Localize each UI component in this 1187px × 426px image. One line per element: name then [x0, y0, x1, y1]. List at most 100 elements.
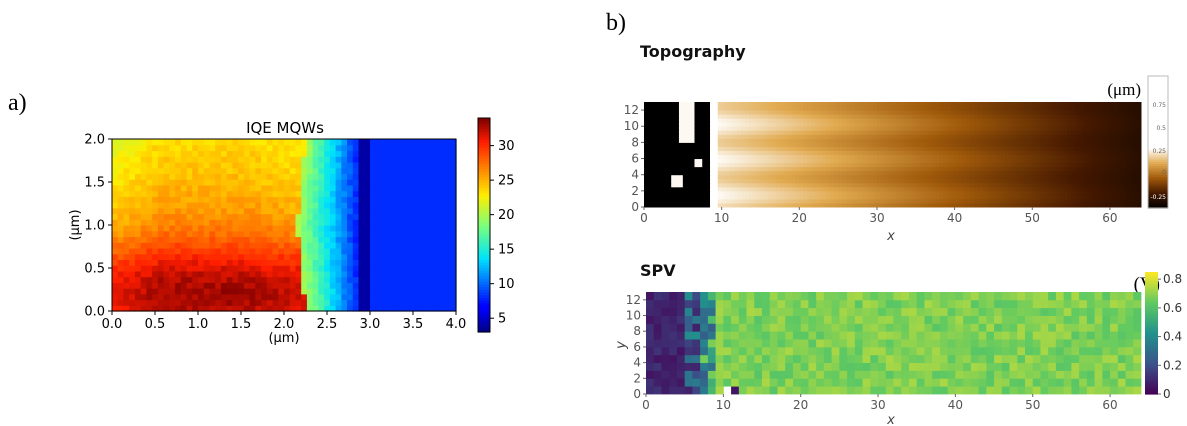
heatmap-cell — [915, 190, 921, 196]
heatmap-cell — [255, 139, 262, 146]
heatmap-cell — [433, 242, 440, 249]
heatmap-cell — [272, 230, 279, 238]
heatmap-cell — [1051, 162, 1057, 168]
heatmap-cell — [791, 114, 796, 119]
heatmap-cell — [935, 182, 940, 188]
heatmap-cell — [295, 150, 302, 157]
heatmap-cell — [826, 182, 831, 188]
heatmap-cell — [741, 150, 746, 155]
heatmap-cell — [923, 202, 928, 208]
heatmap-cell — [880, 142, 886, 147]
heatmap-cell — [261, 179, 268, 186]
heatmap-cell — [772, 162, 777, 168]
heatmap-cell — [896, 178, 901, 184]
colorbar-segment — [478, 257, 490, 261]
heatmap-cell — [946, 114, 952, 119]
heatmap-cell — [807, 190, 812, 196]
heatmap-cell — [888, 182, 893, 188]
heatmap-cell — [433, 139, 440, 146]
heatmap-cell — [783, 182, 789, 188]
heatmap-cell — [387, 225, 394, 232]
heatmap-cell — [989, 174, 994, 180]
heatmap-cell — [1005, 166, 1010, 172]
heatmap-cell — [123, 196, 130, 203]
heatmap-cell — [1012, 162, 1018, 168]
y-tick-label: 0.5 — [84, 262, 105, 277]
heatmap-cell — [1016, 118, 1022, 123]
heatmap-cell — [278, 242, 285, 249]
heatmap-cell — [1117, 198, 1123, 204]
heatmap-cell — [977, 138, 983, 143]
heatmap-cell — [799, 154, 804, 160]
heatmap-cell — [192, 270, 199, 278]
heatmap-cell — [215, 184, 222, 192]
heatmap-cell — [756, 138, 761, 143]
heatmap-cell — [272, 207, 279, 215]
heatmap-cell — [1040, 110, 1045, 115]
heatmap-cell — [997, 178, 1002, 184]
heatmap-cell — [146, 288, 153, 295]
heatmap-cell — [255, 259, 262, 266]
heatmap-cell — [364, 202, 371, 209]
heatmap-cell — [220, 247, 228, 255]
heatmap-cell — [289, 225, 297, 232]
heatmap-cell — [838, 134, 843, 139]
heatmap-cell — [966, 114, 971, 119]
heatmap-cell — [1059, 126, 1064, 131]
heatmap-cell — [1129, 198, 1134, 204]
heatmap-cell — [1106, 114, 1111, 119]
heatmap-cell — [1102, 142, 1107, 147]
heatmap-cell — [950, 122, 956, 127]
heatmap-cell — [966, 170, 971, 176]
heatmap-cell — [341, 213, 348, 220]
heatmap-cell — [729, 118, 734, 123]
heatmap-cell — [129, 265, 136, 272]
heatmap-cell — [238, 242, 245, 249]
heatmap-cell — [169, 161, 176, 169]
heatmap-cell — [671, 182, 676, 188]
heatmap-cell — [822, 134, 827, 139]
heatmap-cell — [318, 293, 325, 301]
heatmap-cell — [768, 202, 773, 208]
heatmap-cell — [702, 118, 707, 123]
heatmap-cell — [1067, 126, 1072, 131]
heatmap-cell — [358, 190, 365, 197]
heatmap-cell — [985, 162, 991, 168]
heatmap-cell — [721, 138, 727, 143]
heatmap-cell — [939, 134, 944, 139]
heatmap-cell — [845, 170, 851, 176]
heatmap-cell — [717, 138, 723, 143]
heatmap-cell — [1094, 182, 1099, 188]
heatmap-cell — [655, 158, 661, 164]
heatmap-cell — [249, 213, 256, 220]
heatmap-cell — [970, 198, 975, 204]
heatmap-cell — [266, 161, 274, 169]
heatmap-cell — [659, 186, 664, 192]
heatmap-cell — [869, 166, 874, 172]
heatmap-cell — [803, 158, 808, 164]
heatmap-cell — [830, 126, 835, 131]
heatmap-cell — [1082, 126, 1088, 131]
heatmap-cell — [791, 166, 796, 172]
heatmap-cell — [278, 213, 285, 220]
heatmap-cell — [1129, 186, 1134, 192]
heatmap-cell — [306, 259, 314, 266]
heatmap-cell — [1137, 122, 1142, 127]
heatmap-cell — [421, 213, 428, 220]
heatmap-cell — [117, 288, 125, 295]
heatmap-cell — [869, 174, 874, 180]
heatmap-cell — [950, 154, 956, 160]
heatmap-cell — [152, 242, 159, 249]
heatmap-cell — [706, 146, 711, 151]
heatmap-cell — [838, 202, 843, 208]
heatmap-cell — [261, 173, 268, 180]
heatmap-cell — [1090, 186, 1095, 192]
heatmap-cell — [772, 150, 777, 155]
colorbar-segment — [478, 249, 490, 253]
heatmap-cell — [1090, 154, 1095, 160]
heatmap-cell — [958, 118, 963, 123]
heatmap-cell — [186, 247, 193, 255]
heatmap-cell — [931, 166, 936, 172]
heatmap-cell — [710, 146, 715, 151]
heatmap-cell — [1102, 158, 1107, 164]
